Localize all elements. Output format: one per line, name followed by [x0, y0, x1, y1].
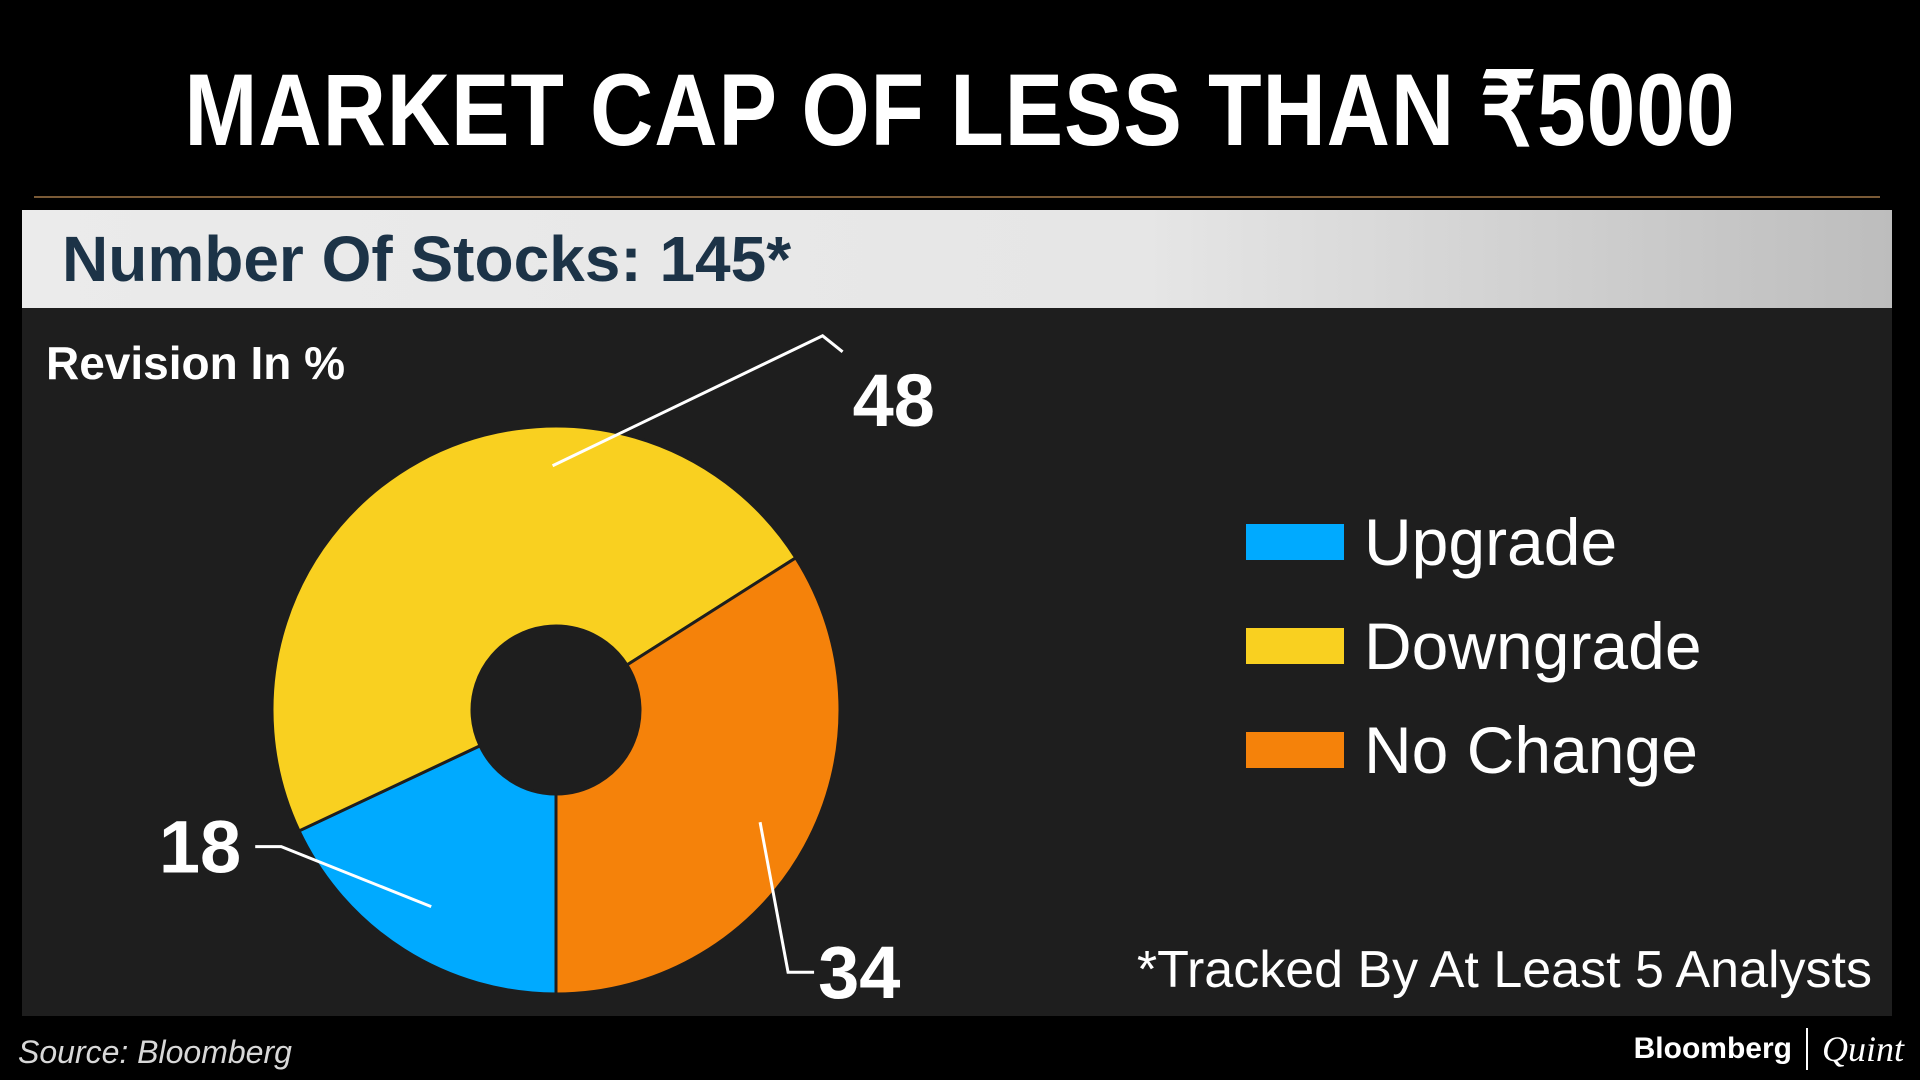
subheader-bar: Number Of Stocks: 145*: [22, 210, 1892, 308]
slice-downgrade: [270, 424, 798, 833]
legend-label-no-change: No Change: [1364, 713, 1698, 787]
legend-swatch-downgrade: [1246, 628, 1344, 664]
data-label-downgrade: 48: [853, 359, 935, 442]
legend-item-upgrade: Upgrade: [1246, 490, 1702, 594]
leader-line-upgrade: [255, 845, 432, 909]
slice-upgrade: [297, 743, 558, 996]
legend-item-downgrade: Downgrade: [1246, 594, 1702, 698]
slice-no-change: [554, 555, 842, 996]
legend-swatch-no-change: [1246, 732, 1344, 768]
stock-count-heading: Number Of Stocks: 145*: [62, 223, 792, 295]
bloomberg-wordmark: Bloomberg: [1633, 1032, 1792, 1065]
analyst-footnote: *Tracked By At Least 5 Analysts: [1136, 941, 1872, 999]
brand-logo: Bloomberg Quint: [1634, 1028, 1904, 1070]
brand-separator: [1805, 1028, 1808, 1070]
leader-line-no-change: [758, 821, 815, 974]
legend-label-upgrade: Upgrade: [1364, 505, 1618, 579]
legend-label-downgrade: Downgrade: [1364, 609, 1702, 683]
data-label-upgrade: 18: [159, 806, 241, 889]
data-label-no-change: 34: [818, 931, 900, 1014]
leader-line-downgrade: [551, 334, 844, 468]
legend-item-no-change: No Change: [1246, 698, 1702, 802]
revision-label: Revision In %: [46, 337, 346, 389]
quint-wordmark: Quint: [1821, 1029, 1904, 1069]
legend-swatch-upgrade: [1246, 524, 1344, 560]
title-divider: [34, 196, 1880, 198]
source-credit: Source: Bloomberg: [18, 1034, 292, 1070]
chart-legend: Upgrade Downgrade No Change: [1246, 490, 1702, 802]
